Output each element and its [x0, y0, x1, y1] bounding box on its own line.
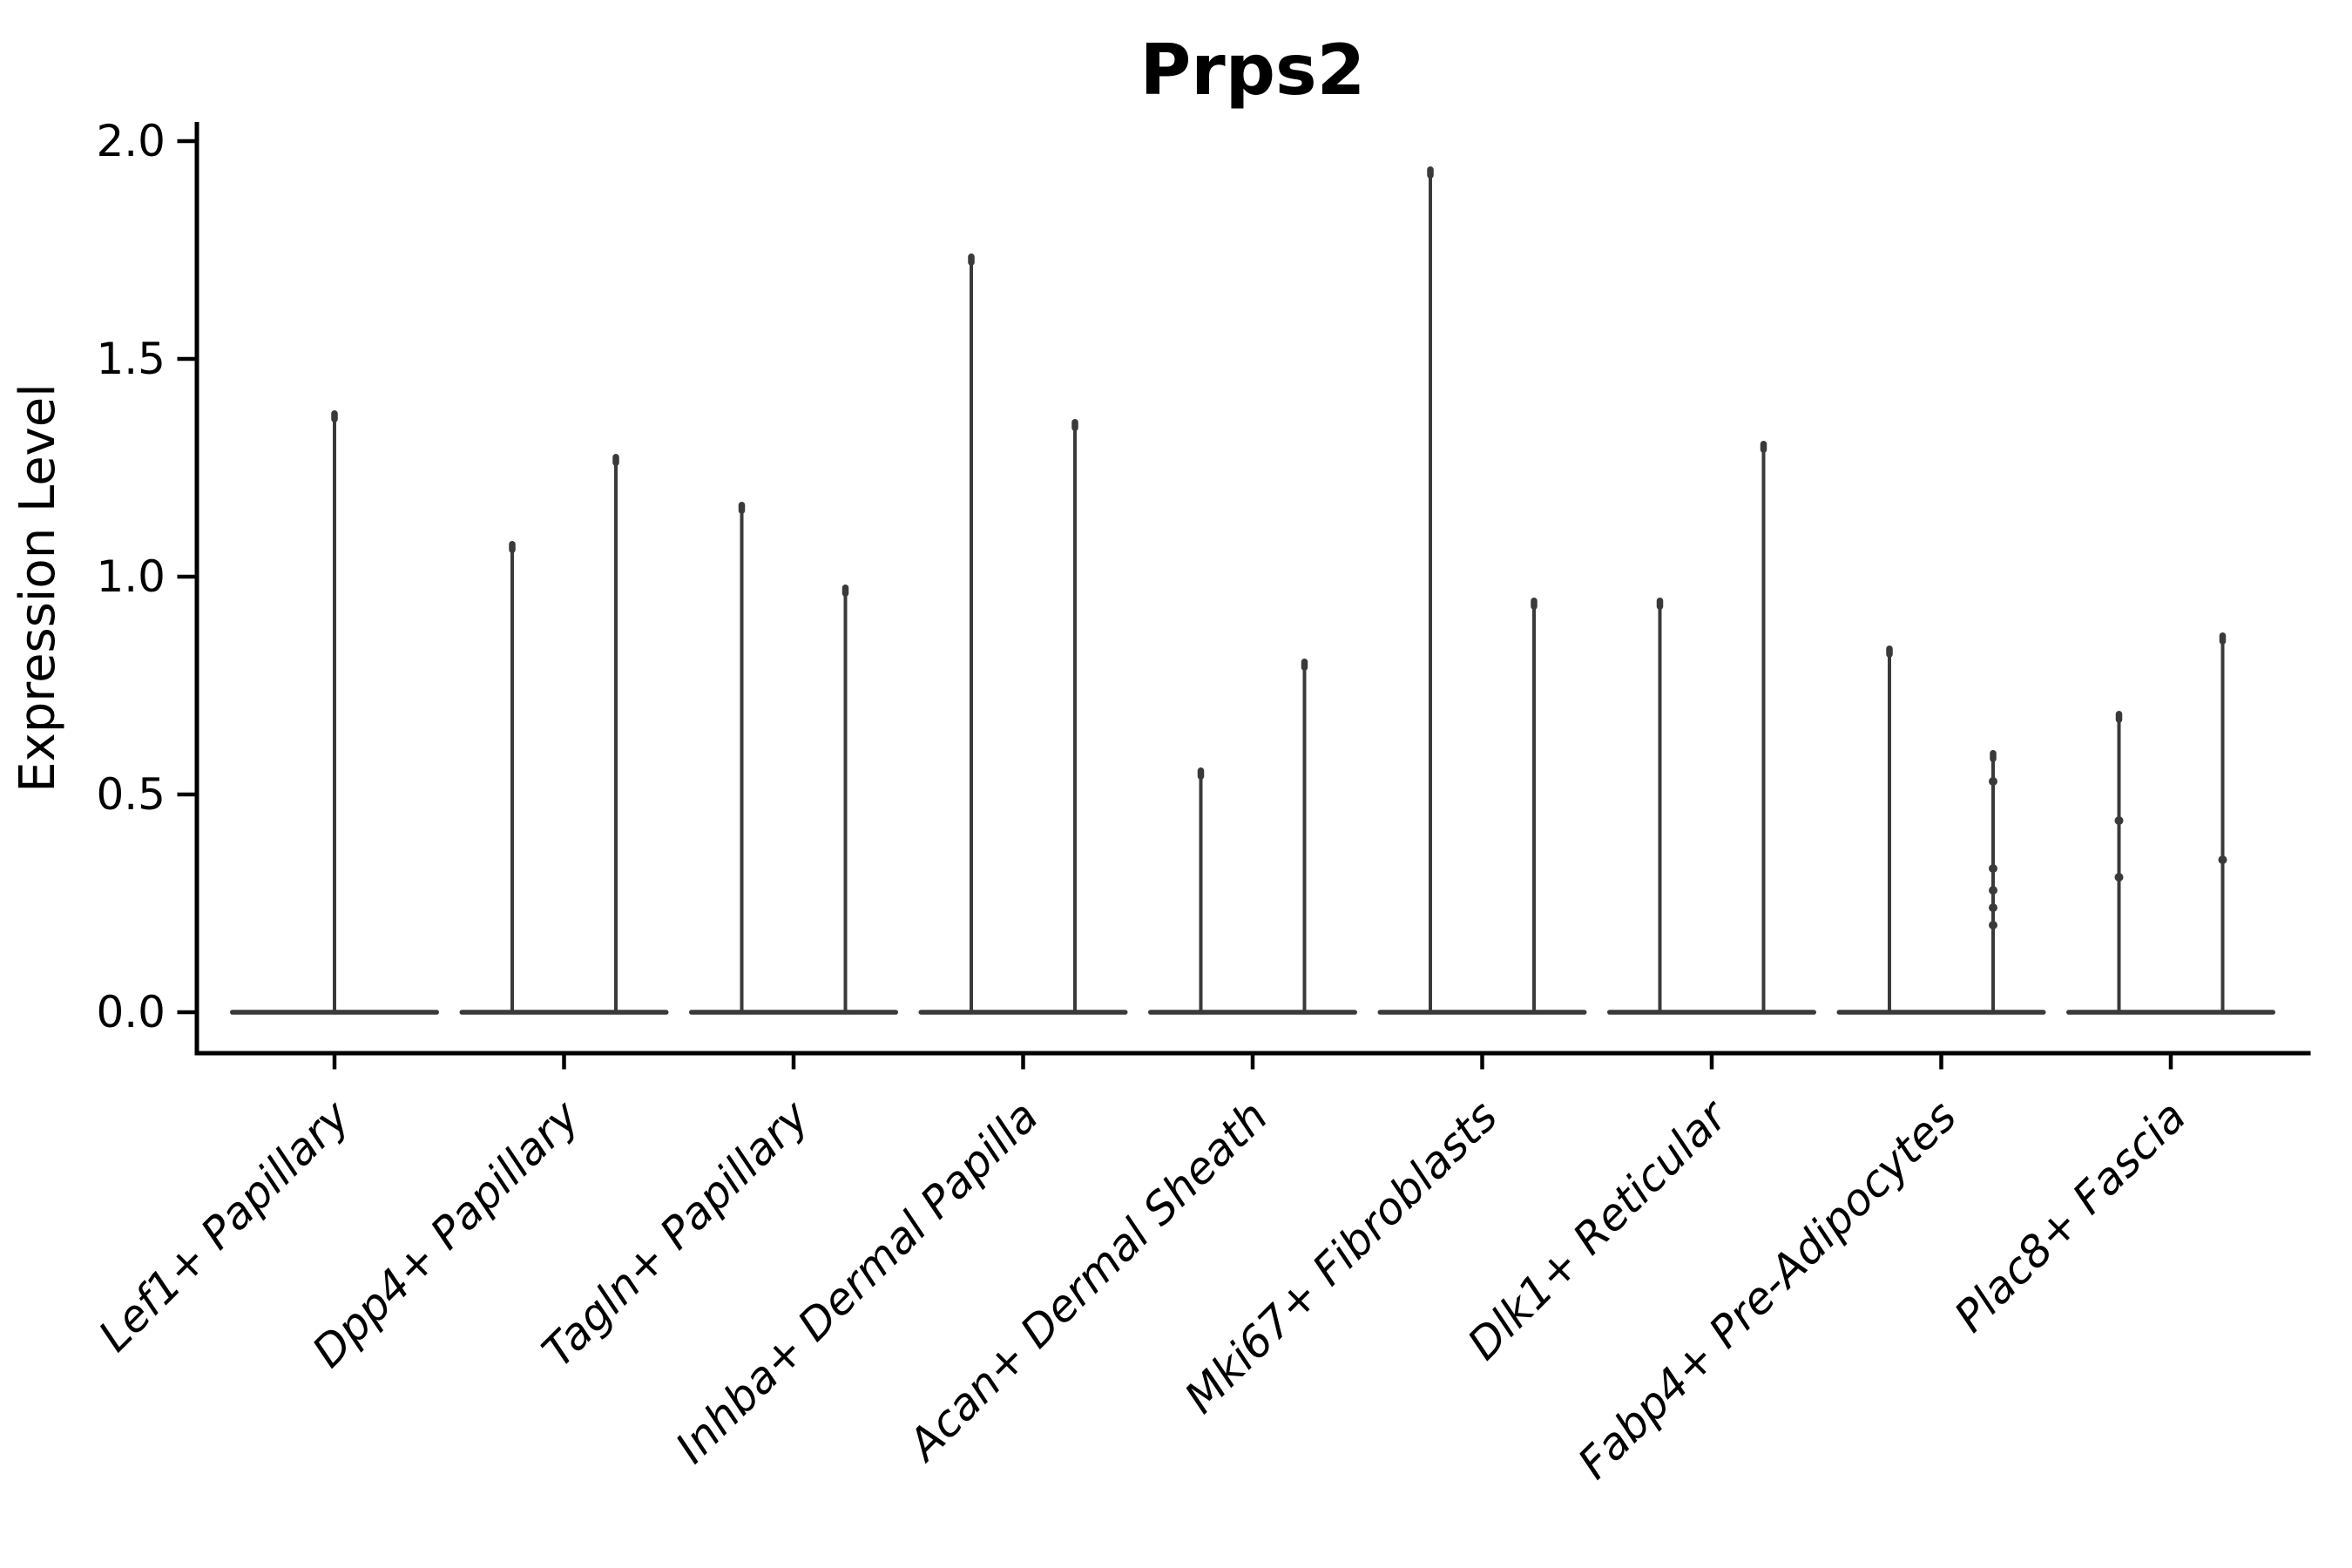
y-tick-label: 2.0 [96, 116, 166, 166]
violin-spike-cap [1197, 767, 1205, 780]
x-tick [332, 1055, 337, 1070]
violin-spike [1302, 659, 1307, 1012]
x-tick [562, 1055, 566, 1070]
jitter-point [1989, 777, 1997, 786]
violin-baseline [689, 1010, 898, 1015]
violin-baseline [459, 1010, 669, 1015]
jitter-point [1989, 921, 1997, 929]
violin-spike-cap [968, 253, 975, 266]
y-tick-label: 0.5 [96, 769, 166, 820]
jitter-point [2114, 873, 2124, 882]
violin-spike-cap [1760, 441, 1767, 453]
x-tick-label: Lef1+ Papillary [89, 1090, 360, 1361]
violin-spike [614, 455, 618, 1012]
violin-baseline [918, 1010, 1128, 1015]
x-tick [2168, 1055, 2173, 1070]
violin-spike [1991, 751, 1995, 1012]
jitter-point [2114, 816, 2124, 825]
jitter-point [1989, 886, 1997, 895]
x-tick-label: Plac8+ Fascia [1945, 1091, 2196, 1342]
violin-spike-cap [841, 585, 849, 597]
y-tick [177, 1010, 195, 1015]
violin-spike-cap [509, 541, 516, 553]
violin-spike-cap [1427, 166, 1434, 179]
jitter-point [1989, 864, 1997, 873]
jitter-point [2218, 855, 2227, 864]
violin-spike-cap [1990, 750, 1997, 762]
y-tick-label: 1.0 [96, 551, 166, 602]
violin-spike [740, 503, 744, 1012]
x-tick [1939, 1055, 1943, 1070]
violin-spike-cap [1071, 419, 1078, 431]
violin-spike [1532, 598, 1536, 1012]
violin-baseline [1377, 1010, 1587, 1015]
violin-spike-cap [1301, 659, 1308, 671]
violin-spike [510, 542, 514, 1012]
violin-baseline [1836, 1010, 2046, 1015]
violin-spike [1199, 768, 1203, 1012]
violin-spike [2117, 712, 2121, 1012]
violin-spike-cap [738, 502, 746, 514]
chart-title: Prps2 [1140, 30, 1366, 111]
violin-baseline [1148, 1010, 1357, 1015]
y-tick-label: 1.5 [96, 334, 166, 384]
x-tick [791, 1055, 796, 1070]
violin-spike-cap [2115, 711, 2123, 723]
y-axis-spine [194, 122, 199, 1056]
x-axis-spine [194, 1051, 2311, 1056]
violin-spike-cap [1886, 645, 1893, 658]
violin-spike [2220, 633, 2225, 1012]
violin-spike [1658, 598, 1662, 1012]
violin-spike-cap [1656, 598, 1664, 610]
violin-spike [843, 585, 848, 1012]
x-tick [1709, 1055, 1714, 1070]
y-tick [177, 574, 195, 579]
x-tick-label: Fabp4+ Pre-Adipocytes [1568, 1091, 1966, 1489]
violin-spike-cap [331, 410, 338, 422]
jitter-point [1989, 903, 1997, 912]
y-tick [177, 792, 195, 797]
y-axis-title: Expression Level [10, 383, 66, 793]
x-tick [1021, 1055, 1025, 1070]
y-tick [177, 356, 195, 362]
violin-spike [333, 411, 336, 1012]
violin-spike-cap [1531, 598, 1538, 610]
y-tick-label: 0.0 [96, 987, 166, 1037]
violin-spike [1761, 442, 1766, 1012]
violin-spike [1429, 167, 1432, 1012]
y-tick [177, 139, 195, 144]
violin-spike-cap [612, 454, 619, 466]
violin-baseline [1607, 1010, 1816, 1015]
x-tick [1250, 1055, 1255, 1070]
x-tick-label: Inhba+ Dermal Papilla [666, 1091, 1048, 1472]
violin-spike [1888, 646, 1891, 1012]
x-tick [1480, 1055, 1484, 1070]
violin-baseline [2066, 1010, 2275, 1015]
violin-spike [970, 254, 973, 1012]
violin-spike-cap [2219, 632, 2227, 645]
violin-spike [1073, 420, 1077, 1012]
